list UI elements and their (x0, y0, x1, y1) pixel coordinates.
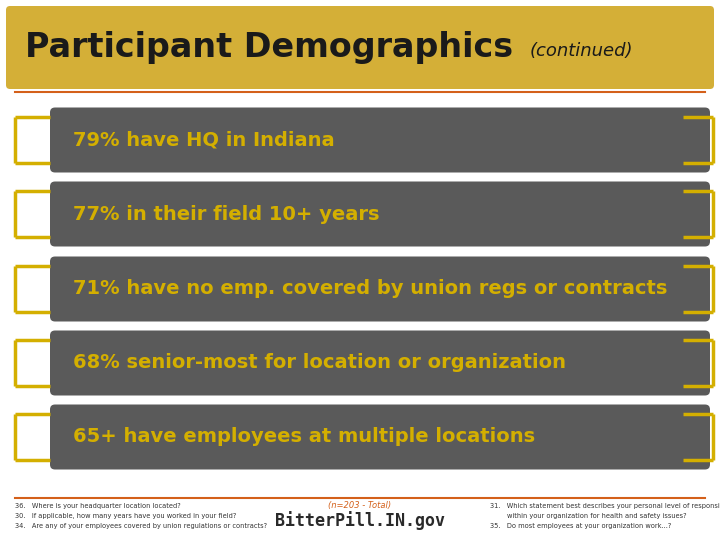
Text: 77% in their field 10+ years: 77% in their field 10+ years (73, 205, 379, 224)
FancyBboxPatch shape (50, 330, 710, 395)
FancyBboxPatch shape (6, 6, 714, 89)
Text: 36.   Where is your headquarter location located?: 36. Where is your headquarter location l… (15, 503, 181, 509)
Text: 31.   Which statement best describes your personal level of responsibility: 31. Which statement best describes your … (490, 503, 720, 509)
Text: 65+ have employees at multiple locations: 65+ have employees at multiple locations (73, 428, 535, 447)
Text: 68% senior-most for location or organization: 68% senior-most for location or organiza… (73, 354, 566, 373)
Text: (continued): (continued) (530, 43, 634, 60)
Text: 34.   Are any of your employees covered by union regulations or contracts?: 34. Are any of your employees covered by… (15, 523, 267, 529)
Text: 35.   Do most employees at your organization work...?: 35. Do most employees at your organizati… (490, 523, 671, 529)
FancyBboxPatch shape (50, 181, 710, 246)
Text: 71% have no emp. covered by union regs or contracts: 71% have no emp. covered by union regs o… (73, 280, 667, 299)
Text: BitterPill.IN.gov: BitterPill.IN.gov (275, 511, 445, 530)
Text: 30.   If applicable, how many years have you worked in your field?: 30. If applicable, how many years have y… (15, 513, 236, 519)
Text: (n=203 - Total): (n=203 - Total) (328, 501, 392, 510)
Text: Participant Demographics: Participant Demographics (25, 31, 513, 64)
Text: within your organization for health and safety issues?: within your organization for health and … (490, 513, 687, 519)
FancyBboxPatch shape (50, 107, 710, 172)
FancyBboxPatch shape (50, 256, 710, 321)
Text: 79% have HQ in Indiana: 79% have HQ in Indiana (73, 131, 335, 150)
FancyBboxPatch shape (50, 404, 710, 469)
